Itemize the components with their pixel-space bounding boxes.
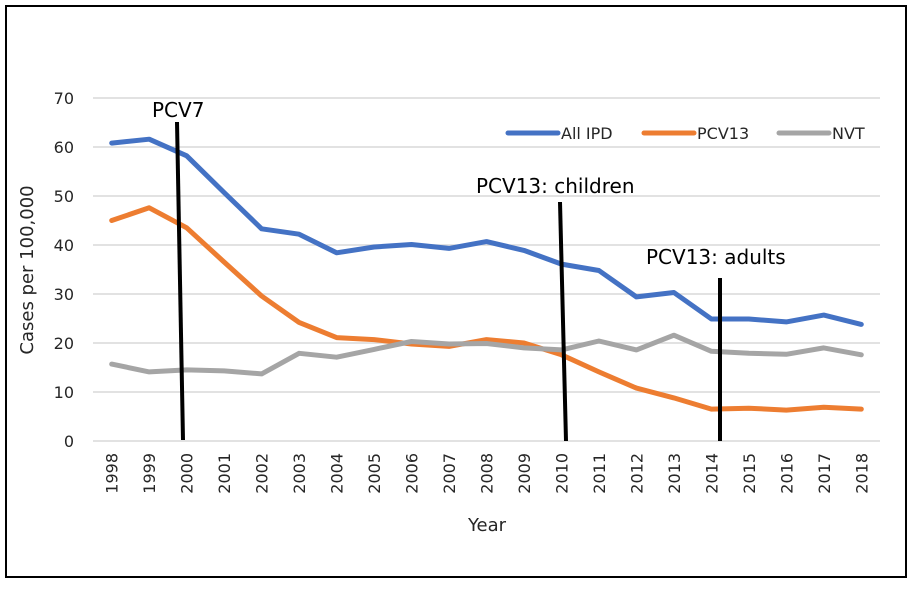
y-tick-label: 10 — [54, 383, 74, 402]
x-tick-label: 2004 — [328, 453, 347, 494]
x-tick-label: 2005 — [365, 453, 384, 494]
annotation-label: PCV13: adults — [646, 245, 786, 269]
annotations: PCV7 PCV13: children PCV13: adults — [152, 98, 786, 442]
x-tick-label: 2014 — [702, 453, 721, 494]
x-axis-ticks: 1998 1999 2000 2001 2002 2003 2004 2005 2006 2007… — [103, 453, 872, 494]
x-tick-label: 2001 — [215, 453, 234, 494]
x-tick-label: 2008 — [478, 453, 497, 494]
x-tick-label: 2006 — [403, 453, 422, 494]
y-tick-label: 0 — [64, 432, 74, 451]
y-axis-ticks: 0 10 20 30 40 50 60 70 — [54, 89, 74, 451]
gridlines — [93, 97, 880, 442]
series-line-nvt — [109, 332, 864, 377]
x-tick-label: 2015 — [740, 453, 759, 494]
x-tick-label: 1998 — [103, 453, 122, 494]
x-tick-label: 2002 — [253, 453, 272, 494]
annotation-line — [558, 201, 568, 442]
annotation-line — [175, 121, 185, 441]
x-tick-label: 2009 — [515, 453, 534, 494]
x-tick-label: 2011 — [590, 453, 609, 494]
legend: All IPD PCV13 NVT — [505, 124, 865, 143]
x-tick-label: 2000 — [178, 453, 197, 494]
y-tick-label: 20 — [54, 334, 74, 353]
annotation-label: PCV13: children — [476, 174, 635, 198]
x-tick-label: 2003 — [290, 453, 309, 494]
y-tick-label: 60 — [54, 138, 74, 157]
y-tick-label: 40 — [54, 236, 74, 255]
x-tick-label: 2010 — [552, 453, 571, 494]
x-tick-label: 2016 — [777, 453, 796, 494]
x-tick-label: 2012 — [627, 453, 646, 494]
y-axis-title: Cases per 100,000 — [17, 185, 38, 354]
chart-frame — [5, 5, 907, 578]
series-line-pcv13 — [109, 205, 864, 413]
y-tick-label: 50 — [54, 187, 74, 206]
y-tick-label: 70 — [54, 89, 74, 108]
x-tick-label: 2017 — [815, 453, 834, 494]
y-tick-label: 30 — [54, 285, 74, 304]
x-tick-label: 2018 — [852, 453, 871, 494]
series-line-all-ipd — [109, 136, 864, 327]
legend-label: All IPD — [561, 124, 613, 143]
legend-label: PCV13 — [697, 124, 749, 143]
legend-label: NVT — [832, 124, 865, 143]
x-tick-label: 1999 — [140, 453, 159, 494]
x-tick-label: 2007 — [440, 453, 459, 494]
x-tick-label: 2013 — [665, 453, 684, 494]
x-axis-title: Year — [467, 515, 507, 536]
series-lines — [109, 136, 864, 413]
annotation-label: PCV7 — [152, 98, 204, 122]
